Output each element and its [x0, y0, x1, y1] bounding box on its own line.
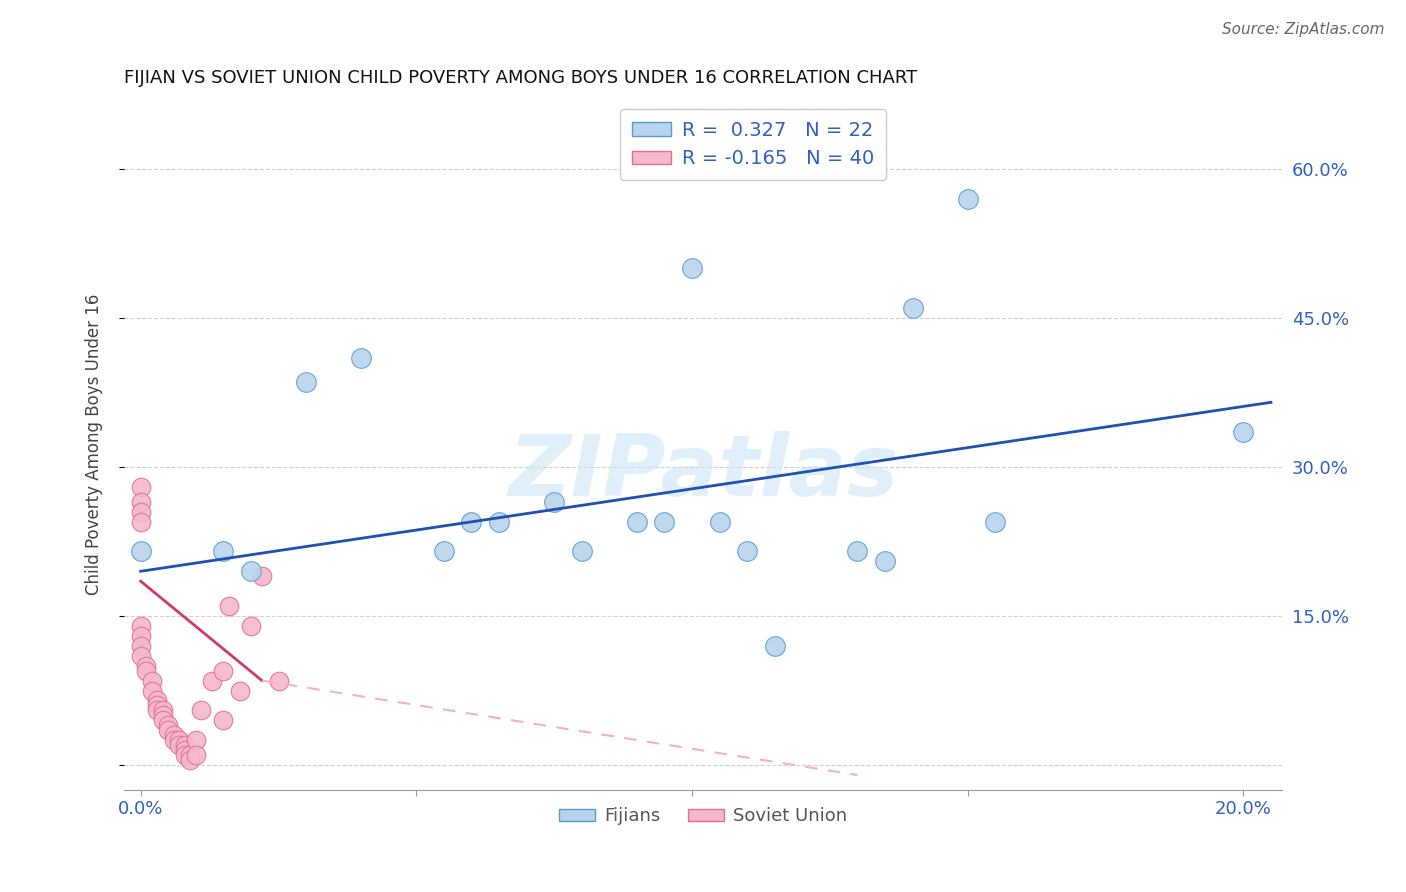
Point	[146, 703, 169, 717]
Point	[229, 683, 252, 698]
Text: FIJIAN VS SOVIET UNION CHILD POVERTY AMONG BOYS UNDER 16 CORRELATION CHART: FIJIAN VS SOVIET UNION CHILD POVERTY AMO…	[124, 69, 917, 87]
Point	[163, 728, 186, 742]
Point	[571, 544, 593, 558]
Point	[152, 714, 174, 728]
Point	[239, 619, 262, 633]
Point	[626, 515, 648, 529]
Point	[190, 703, 212, 717]
Point	[129, 480, 152, 494]
Point	[239, 564, 262, 578]
Point	[956, 192, 979, 206]
Point	[681, 261, 703, 276]
Point	[135, 658, 157, 673]
Point	[212, 664, 235, 678]
Point	[709, 515, 731, 529]
Point	[984, 515, 1007, 529]
Point	[460, 515, 482, 529]
Point	[173, 748, 195, 763]
Point	[350, 351, 373, 365]
Point	[763, 639, 786, 653]
Text: Source: ZipAtlas.com: Source: ZipAtlas.com	[1222, 22, 1385, 37]
Point	[157, 718, 180, 732]
Point	[267, 673, 290, 688]
Point	[735, 544, 758, 558]
Point	[218, 599, 240, 613]
Point	[146, 693, 169, 707]
Point	[250, 569, 273, 583]
Point	[157, 723, 180, 738]
Point	[184, 733, 207, 747]
Point	[1232, 425, 1254, 439]
Point	[543, 494, 565, 508]
Point	[141, 683, 163, 698]
Point	[212, 544, 235, 558]
Point	[173, 738, 195, 752]
Point	[163, 733, 186, 747]
Point	[152, 708, 174, 723]
Point	[173, 743, 195, 757]
Point	[654, 515, 676, 529]
Point	[129, 648, 152, 663]
Point	[179, 753, 201, 767]
Point	[129, 515, 152, 529]
Legend: Fijians, Soviet Union: Fijians, Soviet Union	[553, 800, 853, 833]
Point	[129, 619, 152, 633]
Point	[146, 698, 169, 713]
Y-axis label: Child Poverty Among Boys Under 16: Child Poverty Among Boys Under 16	[86, 293, 103, 595]
Point	[152, 703, 174, 717]
Point	[201, 673, 224, 688]
Point	[212, 714, 235, 728]
Point	[129, 544, 152, 558]
Point	[846, 544, 869, 558]
Point	[901, 301, 924, 315]
Point	[135, 664, 157, 678]
Point	[169, 738, 191, 752]
Point	[433, 544, 456, 558]
Point	[129, 639, 152, 653]
Point	[169, 733, 191, 747]
Point	[873, 554, 896, 568]
Point	[295, 376, 318, 390]
Point	[129, 505, 152, 519]
Point	[129, 629, 152, 643]
Point	[141, 673, 163, 688]
Point	[184, 748, 207, 763]
Point	[129, 494, 152, 508]
Text: ZIPatlas: ZIPatlas	[508, 431, 898, 514]
Point	[179, 748, 201, 763]
Point	[488, 515, 510, 529]
